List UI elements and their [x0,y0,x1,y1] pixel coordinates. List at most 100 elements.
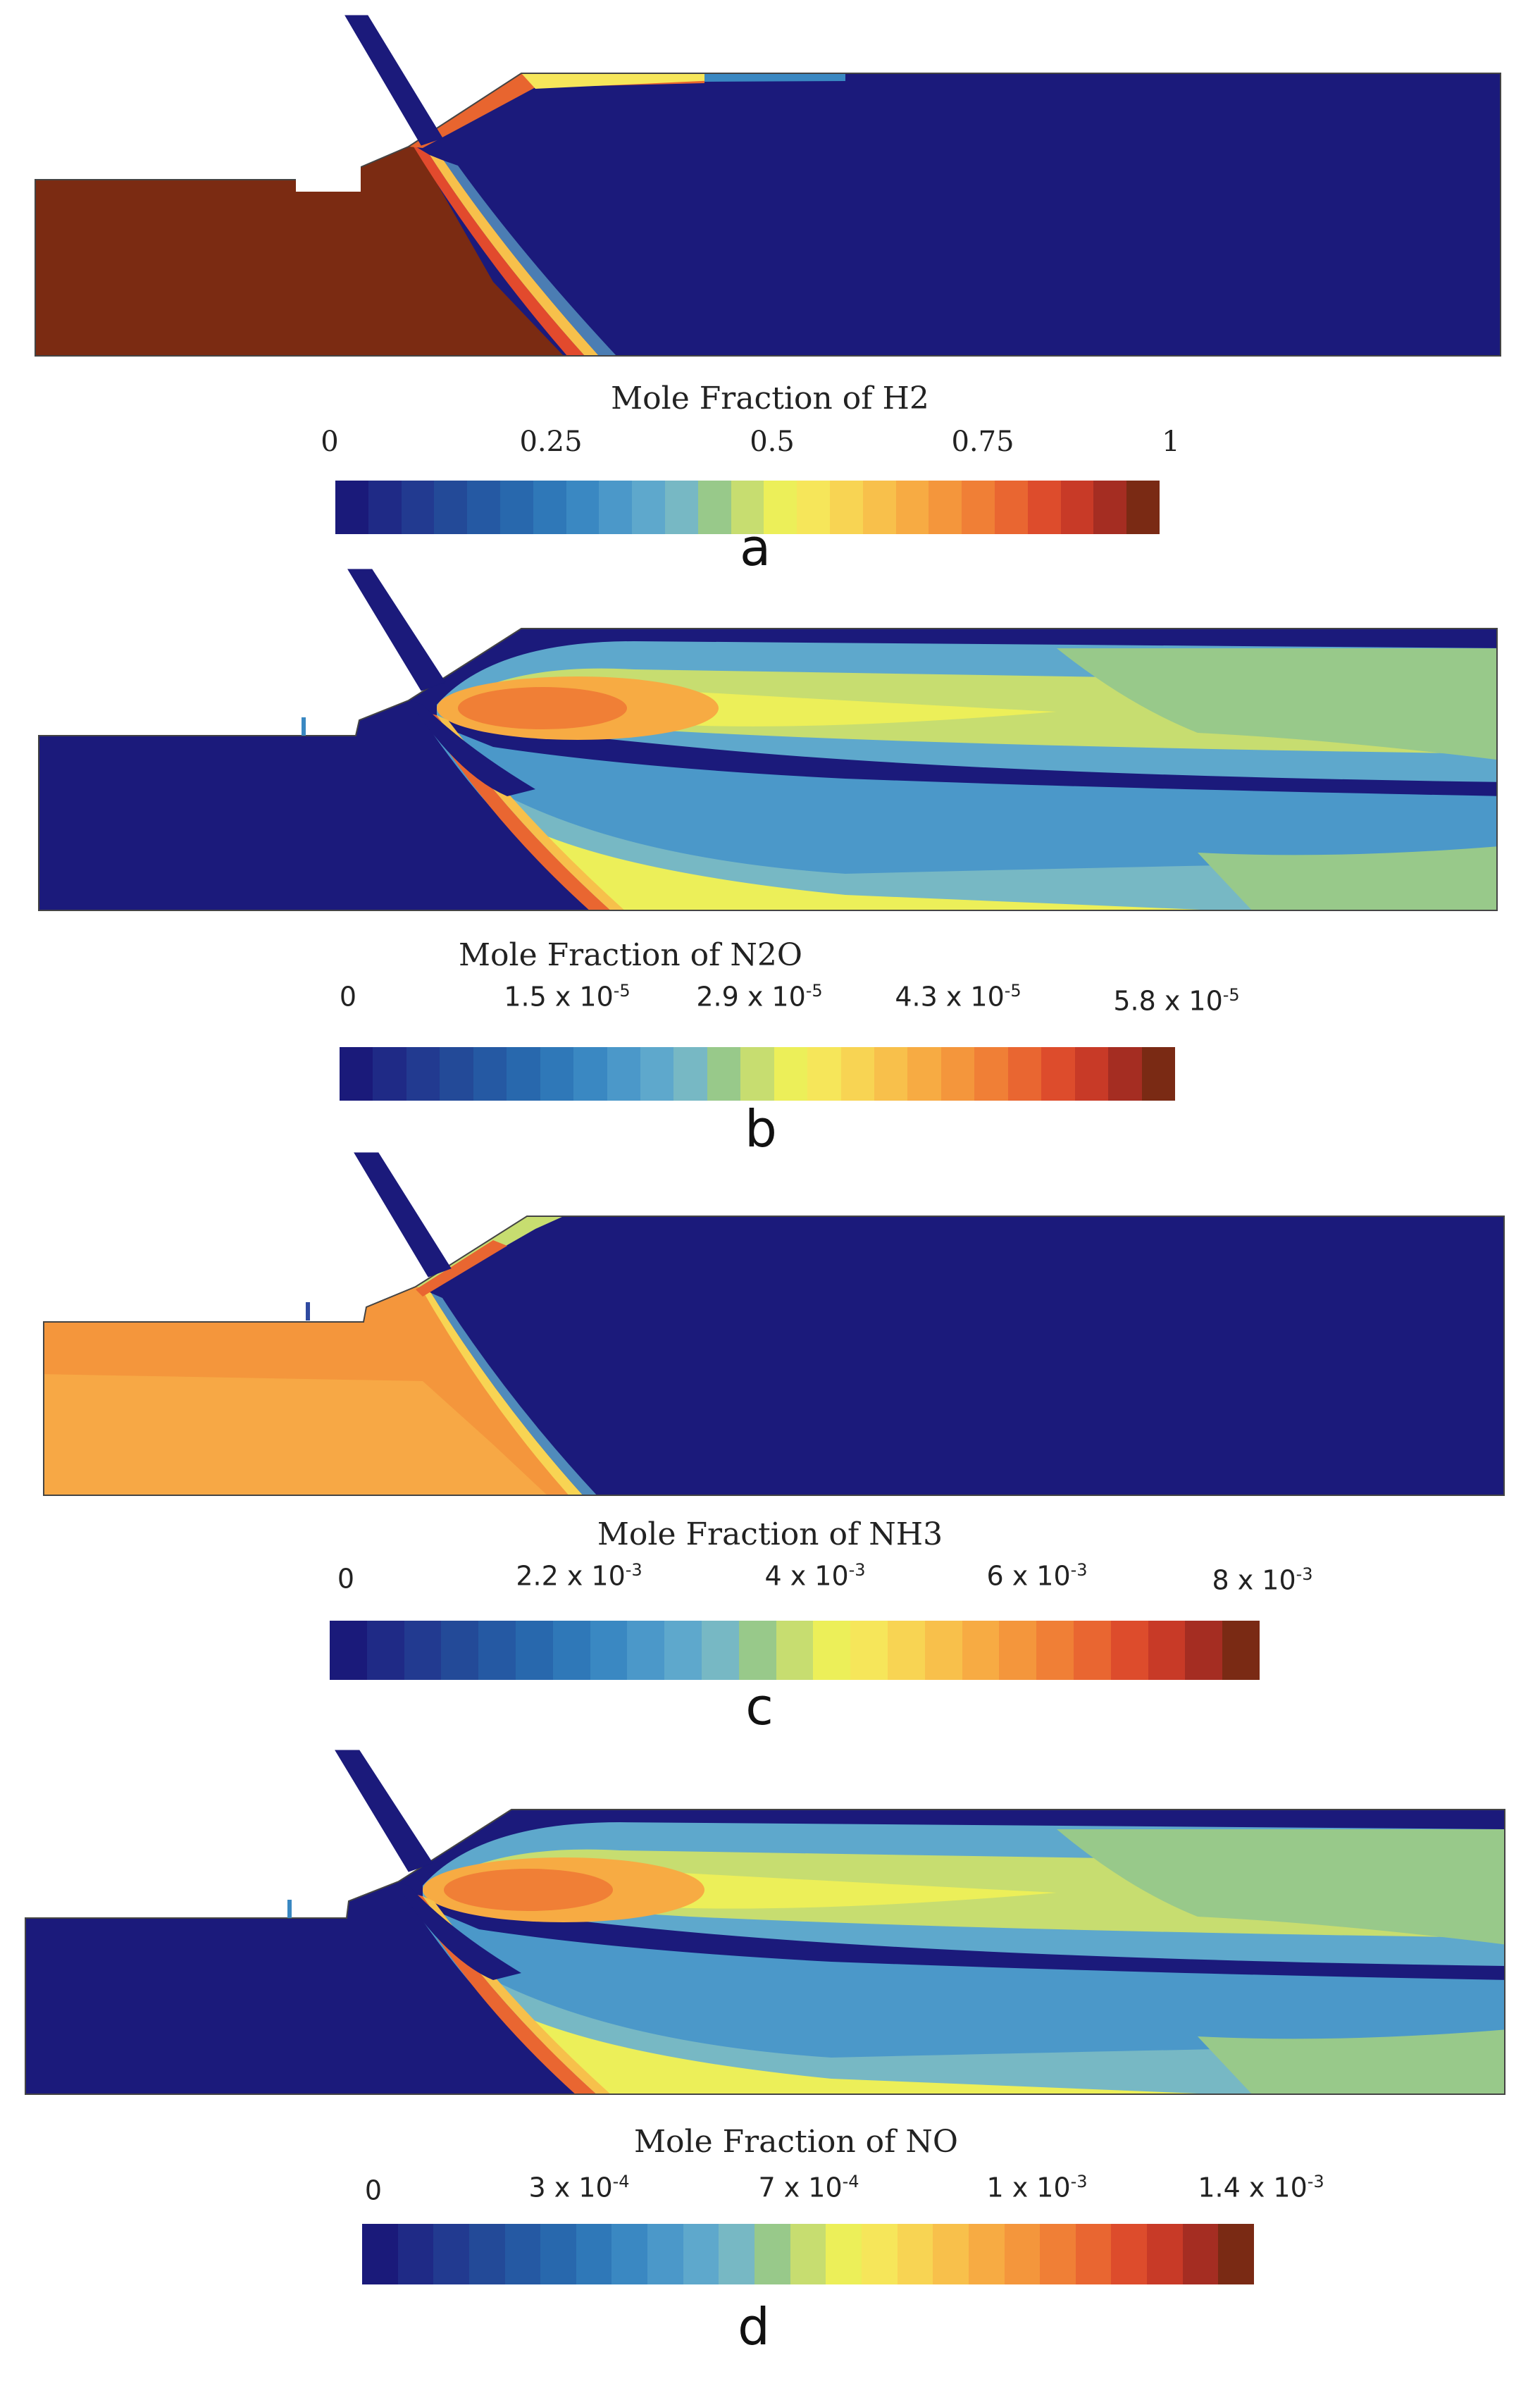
colorbar-title: Mole Fraction of NH3 [597,1516,943,1552]
panel-b: Mole Fraction of N2O 0 1.5 x 10-5 2.9 x … [0,564,1540,1170]
colorbar-step [829,481,863,534]
tick-label: 0 [321,426,339,458]
panel-c: Mole Fraction of NH3 0 2.2 x 10-3 4 x 10… [0,1149,1540,1755]
colorbar-step [1041,1047,1075,1101]
colorbar-step [790,2224,826,2284]
colorbar-step [1182,2224,1219,2284]
colorbar-step [468,2224,505,2284]
colorbar-step [640,1047,674,1101]
colorbar-step [1004,2224,1041,2284]
colorbar-step [887,1621,925,1680]
colorbar-step [576,2224,612,2284]
h2-contour-plot [35,15,1501,357]
tick-label: 1.5 x 10-5 [504,981,631,1013]
colorbar-step [599,481,633,534]
colorbar-step [962,1621,1000,1680]
colorbar-step [1027,481,1061,534]
colorbar-step [862,481,896,534]
panel-label: d [738,2297,770,2356]
colorbar-title: Mole Fraction of NO [634,2124,958,2160]
colorbar-step [707,1047,741,1101]
colorbar-step [697,481,731,534]
colorbar-step [940,1047,975,1101]
colorbar [362,2224,1255,2284]
colorbar-step [755,2224,790,2284]
colorbar-step [590,1621,628,1680]
colorbar-step [826,2224,862,2284]
panel-label: b [745,1099,777,1158]
colorbar-step [1093,481,1127,534]
colorbar-title: Mole Fraction of H2 [611,381,929,416]
colorbar-step [473,1047,507,1101]
colorbar-step [507,1047,540,1101]
colorbar-step [1126,481,1160,534]
colorbar-step [731,481,764,534]
tick-label: 4.3 x 10-5 [895,981,1022,1013]
colorbar-step [683,2224,719,2284]
colorbar-step [504,2224,541,2284]
colorbar-step [552,1621,590,1680]
colorbar-step [404,1621,442,1680]
colorbar-step [999,1621,1037,1680]
colorbar-step [627,1621,665,1680]
colorbar-step [929,481,962,534]
colorbar [330,1621,1260,1680]
colorbar-step [1147,2224,1183,2284]
tick-label: 2.2 x 10-3 [516,1560,642,1592]
colorbar-step [533,481,566,534]
colorbar-step [1040,2224,1076,2284]
colorbar-step [566,481,600,534]
colorbar-step [647,2224,683,2284]
panel-a: Mole Fraction of H2 0 0.25 0.5 0.75 1 a [0,0,1540,585]
tick-label: 0 [364,2175,383,2206]
nh3-contour-plot [43,1152,1505,1496]
colorbar-step [440,1047,473,1101]
colorbar-step [1108,1047,1142,1101]
colorbar-step [1075,2224,1112,2284]
colorbar-step [962,481,995,534]
panel-label: c [745,1677,774,1736]
tick-label: 4 x 10-3 [764,1560,866,1592]
colorbar-step [441,1621,479,1680]
tick-label: 8 x 10-3 [1212,1564,1313,1596]
tick-label: 0.75 [951,426,1014,458]
colorbar [335,481,1160,534]
tick-label: 7 x 10-4 [758,2172,859,2203]
colorbar-step [540,2224,576,2284]
colorbar-step [607,1047,640,1101]
colorbar-step [933,2224,969,2284]
tick-label: 6 x 10-3 [986,1560,1088,1592]
colorbar-step [924,1621,962,1680]
colorbar-step [433,2224,469,2284]
colorbar-step [1110,1621,1148,1680]
colorbar-step [874,1047,908,1101]
panel-label: a [739,518,771,577]
tick-label: 0.5 [750,426,795,458]
colorbar-step [664,481,698,534]
colorbar-step [340,1047,373,1101]
colorbar-step [467,481,500,534]
colorbar-step [740,1047,774,1101]
colorbar-step [807,1047,841,1101]
colorbar-step [673,1047,707,1101]
colorbar-step [406,1047,440,1101]
colorbar-step [974,1047,1008,1101]
colorbar-step [330,1621,367,1680]
colorbar-step [719,2224,755,2284]
colorbar-step [994,481,1028,534]
colorbar-step [850,1621,888,1680]
colorbar-step [764,481,797,534]
colorbar-step [1074,1047,1109,1101]
tick-label: 5.8 x 10-5 [1113,985,1240,1017]
tick-label: 1.4 x 10-3 [1198,2172,1324,2203]
colorbar-step [797,481,830,534]
colorbar-step [373,1047,406,1101]
colorbar-title: Mole Fraction of N2O [459,937,802,973]
colorbar-step [861,2224,898,2284]
colorbar-step [362,2224,398,2284]
no-contour-plot [25,1750,1505,2095]
colorbar-step [776,1621,814,1680]
colorbar-step [968,2224,1005,2284]
colorbar-step [632,481,665,534]
colorbar-step [1007,1047,1042,1101]
